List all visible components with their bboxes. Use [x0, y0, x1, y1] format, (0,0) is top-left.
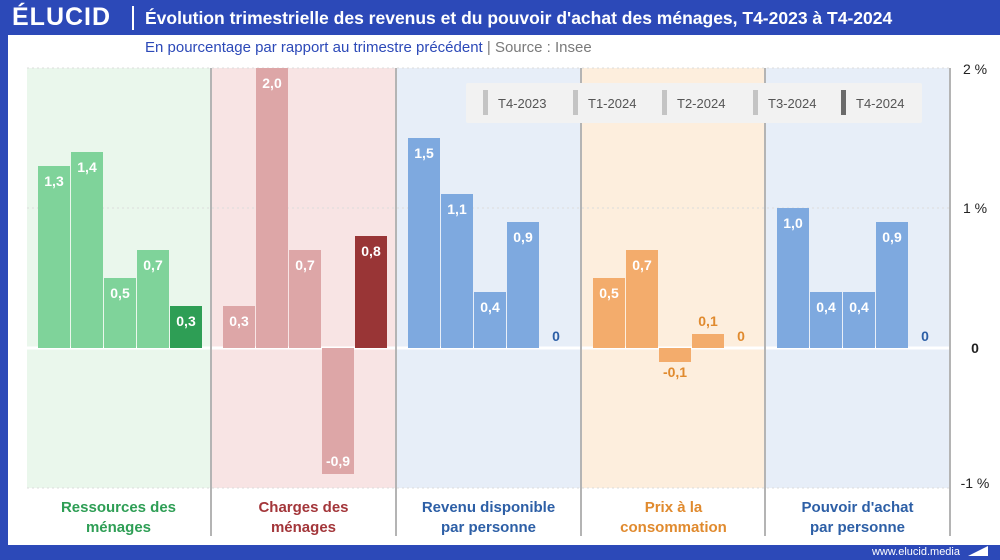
bar-value-label-4-5: 0 [737, 328, 745, 344]
bar-value-label-2-3: 0,7 [295, 257, 315, 273]
bar-value-label-1-5: 0,3 [176, 313, 196, 329]
bar-1-4 [137, 250, 169, 348]
bar-1-5 [170, 306, 202, 348]
bar-2-4 [322, 348, 354, 474]
legend-swatch-5 [841, 90, 846, 115]
y-tick-label-4: -1 % [961, 475, 990, 491]
bar-value-label-3-5: 0 [552, 328, 560, 344]
bar-value-label-4-4: 0,1 [698, 313, 718, 329]
bar-3-1 [408, 138, 440, 348]
bar-5-4 [876, 222, 908, 348]
elucid-mark-icon [968, 546, 988, 556]
category-label-4: Prix à la consommation [620, 499, 727, 536]
bar-value-label-4-3: -0,1 [663, 364, 687, 380]
bar-4-2 [626, 250, 658, 348]
footer-bar [0, 545, 1000, 560]
bar-value-label-1-1: 1,3 [44, 173, 64, 189]
y-tick-label-3: 0 [971, 340, 979, 356]
bar-1-1 [38, 166, 70, 348]
footer-url: www.elucid.media [871, 546, 960, 558]
elucid-logo: ÉLUCID [12, 3, 112, 31]
header-bar [0, 0, 1000, 35]
bar-5-1 [777, 208, 809, 348]
y-tick-label-2: 1 % [963, 200, 987, 216]
bar-2-5 [355, 236, 387, 348]
bar-3-3 [474, 292, 506, 348]
bar-5-3 [843, 292, 875, 348]
bar-value-label-5-5: 0 [921, 328, 929, 344]
chart-subtitle: En pourcentage par rapport au trimestre … [145, 39, 592, 56]
bar-value-label-4-2: 0,7 [632, 257, 652, 273]
bar-4-3 [659, 348, 691, 362]
legend-label-4: T3-2024 [768, 96, 816, 111]
bar-value-label-1-2: 1,4 [77, 159, 97, 175]
bar-value-label-1-3: 0,5 [110, 285, 130, 301]
bar-2-2 [256, 68, 288, 348]
subtitle-text: En pourcentage par rapport au trimestre … [145, 39, 483, 56]
category-label-2: Charges des ménages [258, 499, 348, 536]
bar-4-1 [593, 278, 625, 348]
category-label-3: Revenu disponible par personne [422, 499, 555, 536]
source-text: | Source : Insee [486, 39, 592, 56]
bar-5-2 [810, 292, 842, 348]
bar-value-label-2-2: 2,0 [262, 75, 282, 91]
bar-value-label-3-4: 0,9 [513, 229, 533, 245]
category-label-area [27, 488, 949, 536]
category-label-1: Ressources des ménages [61, 499, 176, 536]
category-label-5: Pouvoir d'achat par personne [802, 499, 914, 536]
bar-2-3 [289, 250, 321, 348]
bar-value-label-3-2: 1,1 [447, 201, 467, 217]
legend-label-2: T1-2024 [588, 96, 636, 111]
legend-swatch-3 [662, 90, 667, 115]
bar-value-label-5-1: 1,0 [783, 215, 803, 231]
bar-3-2 [441, 194, 473, 348]
legend-swatch-1 [483, 90, 488, 115]
bar-3-4 [507, 222, 539, 348]
bar-value-label-3-3: 0,4 [480, 299, 500, 315]
legend-swatch-4 [753, 90, 758, 115]
bar-2-1 [223, 306, 255, 348]
bar-value-label-5-4: 0,9 [882, 229, 902, 245]
header-divider [132, 6, 134, 30]
bar-value-label-2-5: 0,8 [361, 243, 381, 259]
bar-value-label-1-4: 0,7 [143, 257, 163, 273]
bar-value-label-4-1: 0,5 [599, 285, 619, 301]
legend-label-1: T4-2023 [498, 96, 546, 111]
bar-1-2 [71, 152, 103, 348]
legend-label-5: T4-2024 [856, 96, 904, 111]
chart-title: Évolution trimestrielle des revenus et d… [145, 8, 893, 28]
bar-value-label-2-1: 0,3 [229, 313, 249, 329]
legend-swatch-2 [573, 90, 578, 115]
legend-label-3: T2-2024 [677, 96, 725, 111]
bar-value-label-2-4: -0,9 [326, 453, 350, 469]
bar-value-label-5-2: 0,4 [816, 299, 836, 315]
bar-4-4 [692, 334, 724, 348]
bar-value-label-3-1: 1,5 [414, 145, 434, 161]
bar-value-label-5-3: 0,4 [849, 299, 869, 315]
legend-box [466, 83, 922, 123]
bar-1-3 [104, 278, 136, 348]
y-tick-label-1: 2 % [963, 61, 987, 77]
